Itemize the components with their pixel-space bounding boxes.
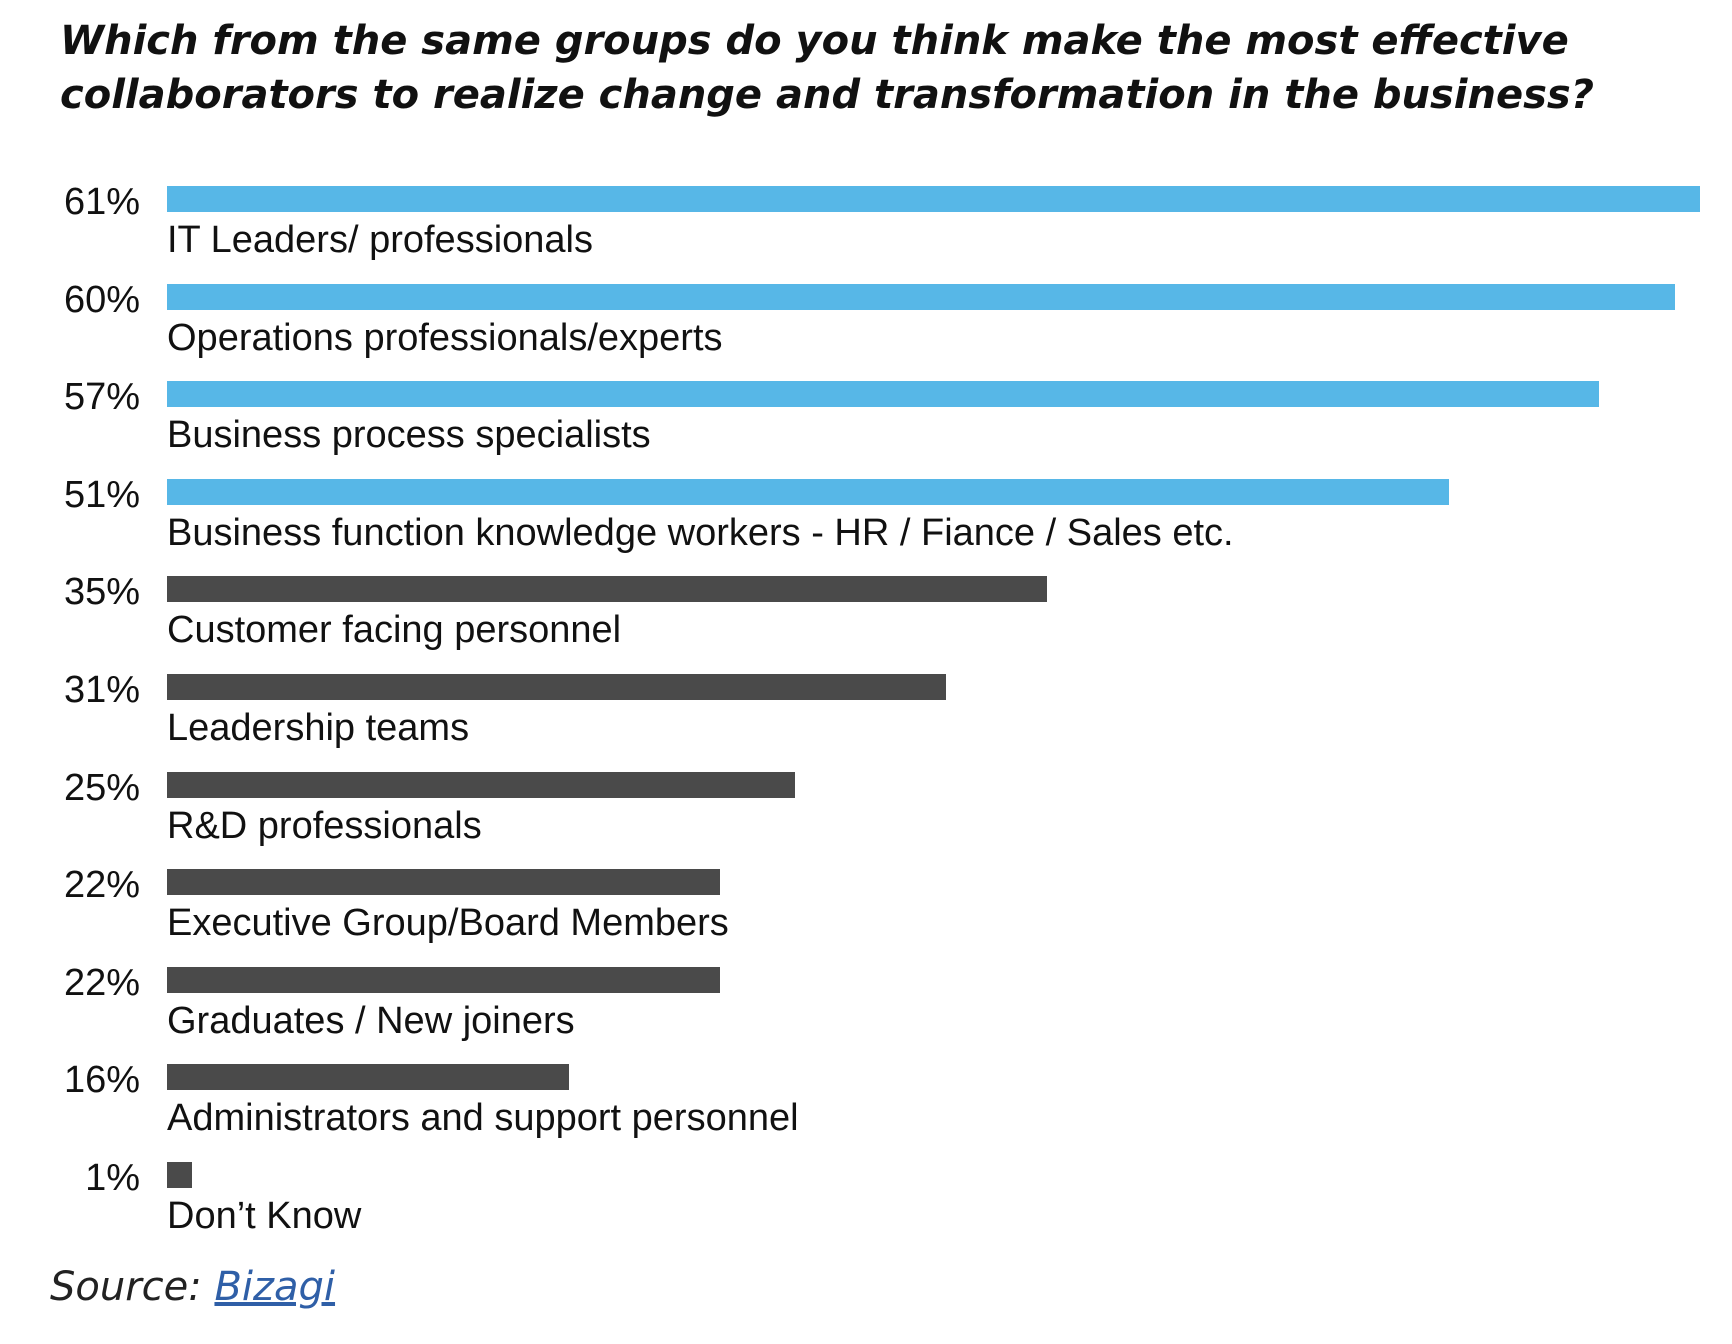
bar — [167, 186, 1700, 212]
bar-value-label: 61% — [63, 181, 140, 223]
source-note: Source: Bizagi — [50, 1262, 335, 1312]
bar-row: 61% IT Leaders/ professionals — [0, 181, 1732, 286]
source-link[interactable]: Bizagi — [214, 1264, 336, 1310]
bar-value-label: 25% — [63, 767, 140, 809]
bar — [167, 674, 946, 700]
bar — [167, 869, 720, 895]
bar-value-label: 60% — [63, 279, 140, 321]
bar — [167, 284, 1675, 310]
bar-row: 51% Business function knowledge workers -… — [0, 474, 1732, 579]
category-label: Don’t Know — [167, 1195, 362, 1237]
category-label: R&D professionals — [167, 805, 482, 847]
category-label: Operations professionals/experts — [167, 317, 723, 359]
category-label: Administrators and support personnel — [167, 1097, 799, 1139]
bar — [167, 576, 1047, 602]
bar-row: 57% Business process specialists — [0, 376, 1732, 481]
bar — [167, 967, 720, 993]
bar-row: 25% R&D professionals — [0, 767, 1732, 872]
category-label: Business function knowledge workers - HR… — [167, 512, 1234, 554]
source-prefix: Source: — [50, 1264, 215, 1310]
bar — [167, 479, 1449, 505]
bar-value-label: 57% — [63, 376, 140, 418]
bar-value-label: 22% — [63, 864, 140, 906]
bar-row: 16% Administrators and support personnel — [0, 1059, 1732, 1164]
category-label: Graduates / New joiners — [167, 1000, 575, 1042]
category-label: Leadership teams — [167, 707, 470, 749]
bar — [167, 1064, 569, 1090]
bar-value-label: 31% — [63, 669, 140, 711]
bar-row: 1% Don’t Know — [0, 1157, 1732, 1262]
bar — [167, 772, 795, 798]
bar-row: 31% Leadership teams — [0, 669, 1732, 774]
bar-row: 22% Executive Group/Board Members — [0, 864, 1732, 969]
category-label: Customer facing personnel — [167, 609, 622, 651]
bar-row: 22% Graduates / New joiners — [0, 962, 1732, 1067]
bar — [167, 381, 1599, 407]
category-label: Executive Group/Board Members — [167, 902, 729, 944]
bar-row: 60% Operations professionals/experts — [0, 279, 1732, 384]
bar-value-label: 51% — [63, 474, 140, 516]
bar-value-label: 1% — [85, 1157, 140, 1199]
bar-value-label: 35% — [63, 571, 140, 613]
bar — [167, 1162, 192, 1188]
chart-title: Which from the same groups do you think … — [60, 18, 1594, 118]
bar-row: 35% Customer facing personnel — [0, 571, 1732, 676]
bar-value-label: 22% — [63, 962, 140, 1004]
category-label: IT Leaders/ professionals — [167, 219, 593, 261]
bar-value-label: 16% — [63, 1059, 140, 1101]
category-label: Business process specialists — [167, 414, 651, 456]
